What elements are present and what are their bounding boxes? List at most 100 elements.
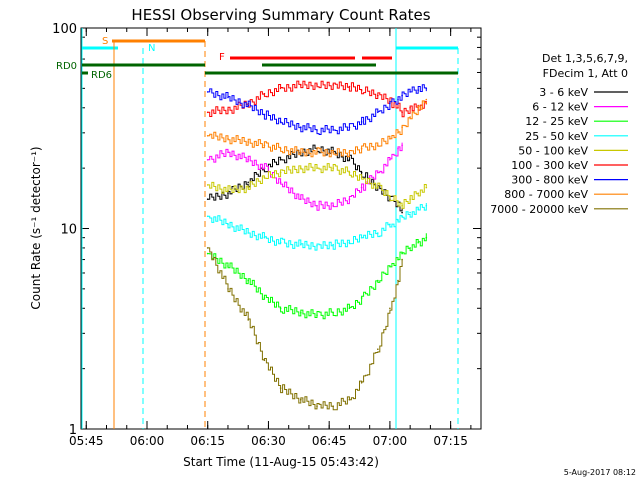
data-point bbox=[227, 223, 229, 226]
data-point bbox=[360, 121, 363, 123]
data-point bbox=[360, 236, 363, 239]
data-point bbox=[389, 223, 391, 226]
data-point bbox=[316, 167, 318, 169]
data-point bbox=[227, 265, 229, 267]
data-point bbox=[316, 245, 318, 247]
data-point bbox=[377, 171, 379, 174]
data-point bbox=[377, 111, 379, 114]
legend-label: 50 - 100 keV bbox=[518, 144, 588, 157]
data-point bbox=[247, 181, 249, 184]
data-point bbox=[397, 258, 399, 261]
data-point bbox=[332, 167, 335, 169]
data-point bbox=[417, 89, 420, 91]
data-point bbox=[263, 167, 266, 169]
data-point bbox=[348, 307, 351, 310]
data-point bbox=[409, 211, 411, 214]
data-point bbox=[279, 307, 282, 310]
data-point bbox=[206, 111, 209, 114]
data-point bbox=[409, 107, 411, 109]
data-point bbox=[206, 215, 209, 218]
data-point bbox=[279, 241, 282, 244]
data-point bbox=[397, 201, 399, 204]
x-tick-label: 07:15 bbox=[433, 434, 468, 448]
data-point bbox=[348, 241, 351, 244]
data-point bbox=[360, 176, 363, 179]
data-point bbox=[377, 144, 379, 147]
data-point bbox=[300, 151, 302, 154]
data-point bbox=[279, 387, 282, 389]
data-point bbox=[263, 176, 266, 179]
series-line bbox=[207, 80, 427, 118]
y-tick-label: 10 bbox=[60, 223, 77, 238]
data-point bbox=[300, 198, 302, 200]
data-point bbox=[263, 297, 266, 299]
flag-label-rd0: RD0 bbox=[56, 61, 77, 72]
data-point bbox=[247, 141, 249, 143]
data-point bbox=[360, 89, 363, 91]
data-point bbox=[227, 151, 229, 154]
data-point bbox=[279, 121, 282, 123]
data-point bbox=[206, 198, 209, 200]
data-point bbox=[206, 252, 209, 255]
data-point bbox=[332, 84, 335, 86]
data-point bbox=[206, 91, 209, 93]
x-tick-label: 06:15 bbox=[190, 434, 225, 448]
legend-title-line-1: Det 1,3,5,6,7,9, bbox=[542, 52, 628, 65]
data-point bbox=[360, 382, 363, 384]
legend-title-line-2: FDecim 1, Att 0 bbox=[543, 67, 628, 80]
data-point bbox=[247, 279, 249, 282]
legend-label: 6 - 12 keV bbox=[532, 101, 588, 114]
data-point bbox=[300, 398, 302, 401]
flag-label-n: N bbox=[148, 43, 155, 54]
data-point bbox=[348, 85, 351, 88]
data-point bbox=[401, 111, 403, 114]
legend-label: 3 - 6 keV bbox=[539, 86, 588, 99]
y-tick-label: 100 bbox=[52, 22, 77, 37]
data-point bbox=[227, 288, 229, 290]
legend-label: 300 - 800 keV bbox=[511, 174, 588, 187]
data-point bbox=[316, 84, 318, 86]
data-point bbox=[279, 87, 282, 90]
data-point bbox=[227, 189, 229, 192]
x-tick-label: 05:45 bbox=[69, 434, 104, 448]
data-point bbox=[227, 109, 229, 111]
series-line bbox=[207, 84, 427, 135]
series-line bbox=[207, 247, 403, 411]
chart-title: HESSI Observing Summary Count Rates bbox=[131, 6, 430, 24]
data-point bbox=[389, 138, 391, 140]
data-point bbox=[425, 186, 428, 189]
flag-label-f: F bbox=[219, 52, 225, 63]
data-point bbox=[397, 279, 399, 282]
data-point bbox=[332, 243, 335, 246]
data-point bbox=[360, 297, 363, 299]
data-point bbox=[332, 151, 335, 154]
series-line bbox=[207, 233, 427, 320]
data-point bbox=[300, 243, 302, 246]
data-point bbox=[247, 159, 249, 161]
data-point bbox=[425, 98, 428, 101]
data-point bbox=[348, 151, 351, 154]
data-point bbox=[279, 147, 282, 150]
data-point bbox=[227, 192, 229, 194]
data-point bbox=[300, 167, 302, 169]
data-point bbox=[332, 204, 335, 207]
data-point bbox=[401, 211, 403, 214]
data-point bbox=[348, 398, 351, 401]
legend-label: 12 - 25 keV bbox=[525, 115, 588, 128]
data-point bbox=[247, 104, 249, 107]
data-point bbox=[263, 359, 266, 362]
data-point bbox=[206, 135, 209, 137]
data-point bbox=[348, 171, 351, 174]
legend-label: 800 - 7000 keV bbox=[504, 188, 588, 201]
x-tick-label: 06:45 bbox=[312, 434, 347, 448]
data-point bbox=[397, 147, 399, 150]
footer-timestamp: 5-Aug-2017 08:12 bbox=[564, 468, 636, 477]
data-point bbox=[332, 312, 335, 314]
data-point bbox=[417, 107, 420, 109]
data-point bbox=[316, 204, 318, 207]
data-point bbox=[316, 314, 318, 316]
data-point bbox=[247, 186, 249, 189]
series-layer bbox=[206, 80, 428, 411]
legend-label: 25 - 50 keV bbox=[525, 130, 588, 143]
x-tick-label: 06:00 bbox=[130, 434, 165, 448]
